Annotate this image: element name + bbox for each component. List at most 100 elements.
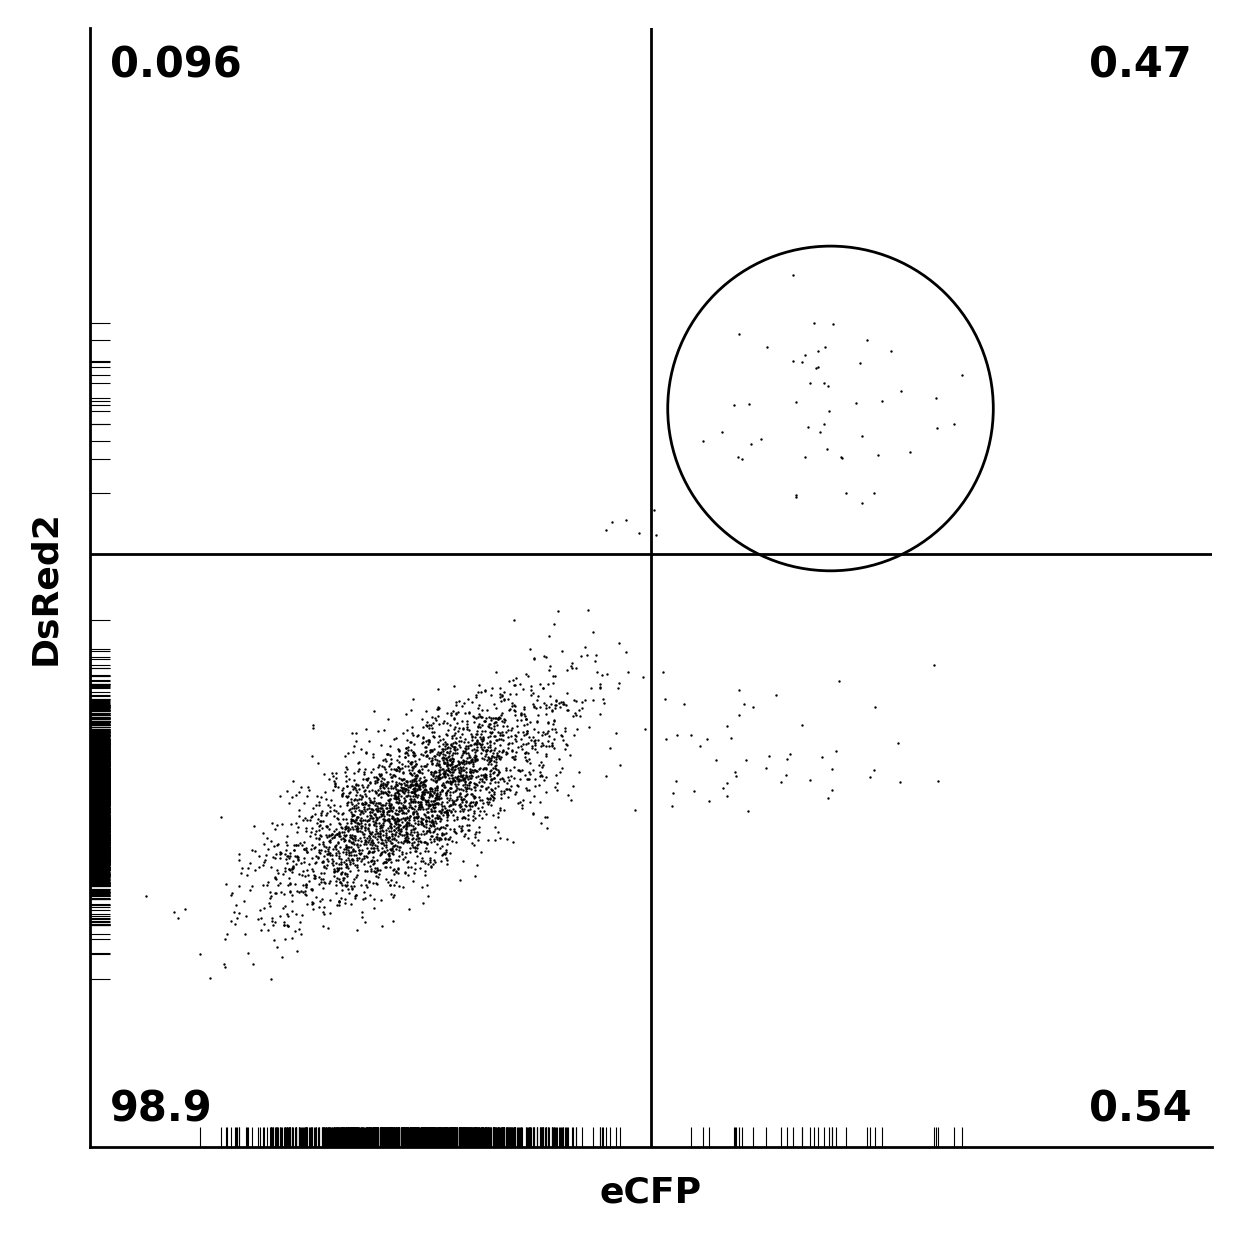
Point (422, 810, 441, 830)
Point (427, 805, 446, 825)
Point (396, 738, 415, 758)
Point (342, 798, 362, 818)
Point (314, 915, 334, 935)
Point (549, 750, 569, 769)
Point (538, 731, 558, 751)
Point (410, 756, 430, 776)
Point (265, 819, 285, 839)
Point (414, 773, 434, 793)
Point (456, 736, 476, 756)
Point (339, 842, 358, 862)
Point (492, 725, 512, 745)
Point (415, 737, 435, 757)
Point (326, 840, 346, 860)
Point (523, 760, 543, 779)
Point (392, 777, 412, 797)
Point (403, 820, 423, 840)
Point (397, 844, 417, 863)
Point (376, 758, 396, 778)
Point (377, 772, 397, 792)
Point (397, 808, 417, 828)
Point (471, 841, 491, 861)
Point (445, 756, 465, 776)
Point (348, 860, 368, 880)
Point (351, 844, 371, 863)
Point (378, 772, 398, 792)
Point (444, 771, 464, 790)
Point (508, 776, 528, 795)
Point (432, 774, 451, 794)
Point (226, 914, 246, 934)
Point (335, 875, 355, 894)
Point (389, 836, 409, 856)
Point (455, 742, 475, 762)
Point (523, 727, 543, 747)
Point (433, 825, 453, 845)
Point (398, 813, 418, 833)
Point (321, 790, 341, 810)
Point (474, 730, 494, 750)
Point (379, 828, 399, 847)
Point (362, 835, 382, 855)
Point (444, 719, 464, 738)
Point (361, 799, 381, 819)
Point (439, 747, 459, 767)
Point (337, 872, 357, 892)
Point (306, 887, 326, 907)
Point (823, 314, 843, 334)
Point (467, 682, 487, 701)
Point (868, 445, 888, 465)
Point (404, 743, 424, 763)
Point (136, 886, 156, 905)
Point (303, 881, 322, 901)
Point (346, 867, 366, 887)
Point (404, 819, 424, 839)
Point (428, 768, 448, 788)
Point (652, 663, 672, 683)
Point (449, 691, 469, 711)
Point (335, 818, 355, 837)
Point (377, 851, 397, 871)
Point (331, 872, 351, 892)
Point (360, 790, 379, 810)
Point (424, 746, 444, 766)
Point (465, 742, 485, 762)
Point (367, 771, 387, 790)
Point (309, 867, 329, 887)
Point (460, 761, 480, 781)
Point (327, 824, 347, 844)
Point (472, 715, 492, 735)
Point (394, 825, 414, 845)
Point (443, 751, 463, 771)
Point (548, 601, 568, 621)
Point (241, 880, 260, 899)
Point (267, 938, 286, 957)
Point (498, 689, 518, 709)
Point (404, 810, 424, 830)
Point (222, 883, 242, 903)
Point (336, 825, 356, 845)
Point (403, 779, 423, 799)
Point (466, 767, 486, 787)
Point (363, 800, 383, 820)
Point (454, 741, 474, 761)
Point (407, 774, 427, 794)
Point (384, 863, 404, 883)
Point (331, 816, 351, 836)
Point (445, 760, 465, 779)
Point (330, 842, 350, 862)
Point (536, 746, 556, 766)
Point (455, 751, 475, 771)
Point (412, 833, 432, 852)
Point (401, 857, 420, 877)
Point (418, 821, 438, 841)
Point (397, 720, 417, 740)
Point (465, 781, 485, 800)
Point (492, 685, 512, 705)
Point (382, 794, 402, 814)
Point (453, 769, 472, 789)
Point (253, 823, 273, 842)
Point (436, 725, 456, 745)
Point (332, 829, 352, 849)
Point (401, 792, 420, 811)
